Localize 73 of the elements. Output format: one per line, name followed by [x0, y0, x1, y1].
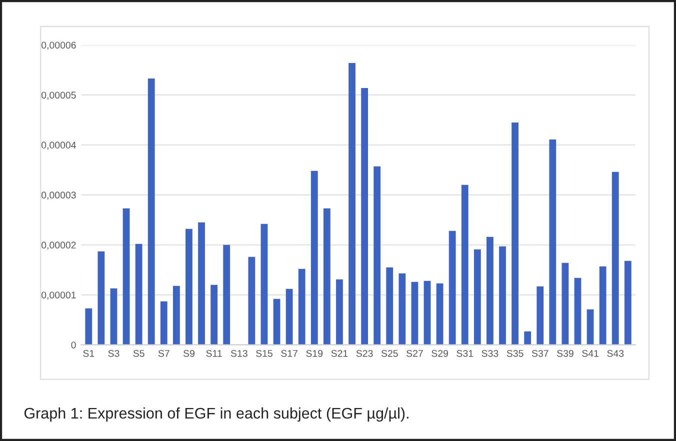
bar [424, 280, 431, 345]
bar [336, 279, 343, 345]
x-tick-label: S7 [158, 350, 170, 357]
y-tick-label: 0,00005 [42, 92, 76, 100]
bar [85, 308, 92, 345]
x-tick-label: S27 [406, 350, 423, 357]
bar [160, 301, 168, 345]
x-tick-label: S11 [206, 350, 222, 357]
x-tick-label: S41 [582, 350, 598, 357]
bar [210, 284, 218, 345]
x-tick-label: S19 [306, 350, 323, 357]
bar [361, 88, 368, 345]
y-tick-label: 0 [71, 342, 76, 348]
y-tick-label: 0,00006 [42, 42, 76, 50]
bar [110, 288, 118, 345]
x-tick-label: S3 [108, 350, 120, 357]
x-tick-label: S43 [607, 350, 624, 357]
bar [323, 208, 330, 345]
x-tick-label: S17 [281, 350, 298, 357]
bar [348, 62, 356, 345]
bar [198, 222, 205, 345]
bar [599, 266, 606, 345]
bar [298, 268, 306, 345]
bar [486, 236, 494, 345]
bar [286, 288, 293, 345]
bar [461, 184, 468, 345]
bar [386, 267, 394, 345]
bar [624, 260, 632, 345]
x-tick-label: S15 [256, 350, 272, 357]
x-tick-label: S33 [482, 350, 498, 357]
bar [172, 286, 180, 345]
bar [448, 230, 456, 345]
bar [549, 139, 556, 345]
y-tick-label: 0,00001 [42, 292, 76, 300]
bar [574, 278, 582, 345]
bar [135, 244, 142, 345]
bar [398, 273, 406, 345]
bar [474, 249, 481, 345]
x-tick-label: S9 [183, 350, 194, 357]
bar [248, 256, 256, 345]
bar [148, 78, 155, 345]
x-tick-label: S35 [506, 350, 524, 357]
bar [612, 172, 619, 345]
bar [186, 228, 192, 345]
x-tick-label: S5 [133, 350, 144, 357]
x-tick-label: S39 [557, 350, 574, 357]
y-tick-label: 0,00003 [42, 192, 76, 200]
x-tick-label: S31 [456, 350, 474, 357]
x-tick-label: S1 [83, 350, 94, 357]
x-tick-label: S21 [331, 350, 348, 357]
x-tick-label: S25 [381, 350, 398, 357]
bar [562, 262, 569, 345]
bar [436, 283, 444, 345]
bar [586, 309, 594, 345]
bar [273, 298, 280, 345]
bar [310, 170, 318, 345]
bar [374, 166, 381, 345]
x-tick-label: S37 [532, 350, 548, 357]
bar [536, 286, 544, 345]
bar [524, 331, 532, 345]
bar [499, 246, 506, 345]
bar [223, 244, 230, 345]
x-tick-label: S13 [230, 350, 248, 357]
bar [512, 122, 518, 345]
x-tick-label: S29 [432, 350, 448, 357]
y-tick-label: 0,00002 [42, 242, 76, 250]
y-tick-label: 0,00004 [42, 142, 76, 150]
bar [122, 208, 130, 345]
x-tick-label: S23 [356, 350, 373, 357]
bar [98, 251, 105, 345]
bar [260, 224, 268, 345]
caption: Graph 1: Expression of EGF in each subject (EGF µg/µl). [24, 407, 408, 422]
bar [411, 282, 418, 345]
